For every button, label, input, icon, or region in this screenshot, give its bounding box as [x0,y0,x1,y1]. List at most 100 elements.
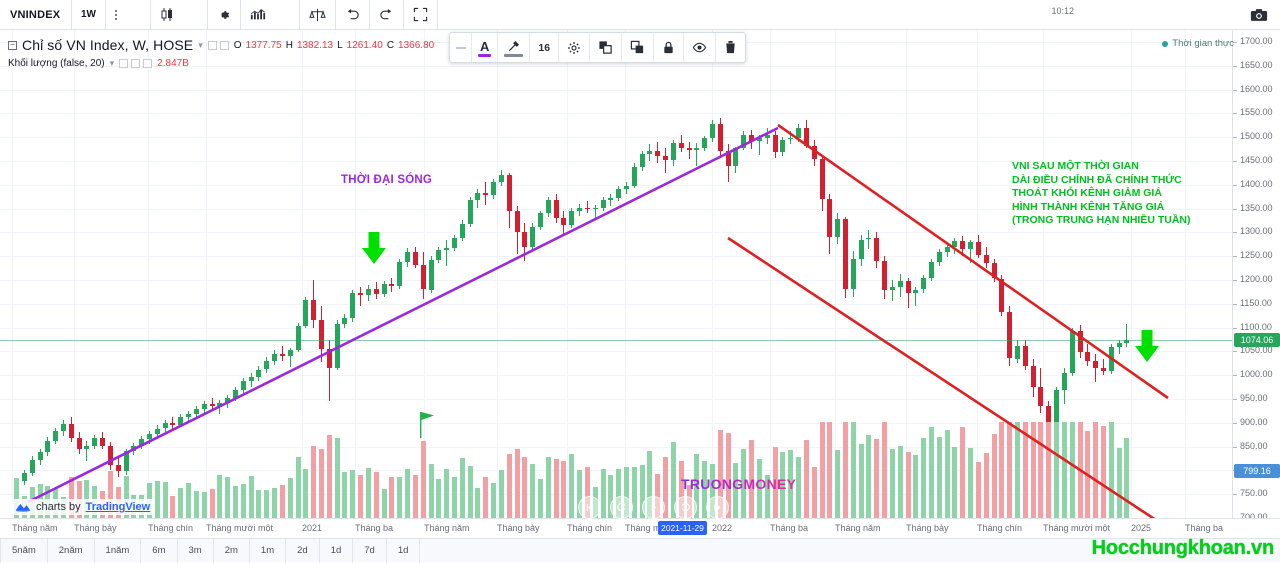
volume-bar [1054,422,1060,518]
indicators-icon[interactable] [241,0,275,30]
time-axis[interactable]: Tháng năm Tháng bảy Tháng chín Tháng mười m… [0,518,1280,538]
range-button-1d[interactable]: 1d [320,538,354,563]
candle-body [639,153,645,167]
font-size-button[interactable]: 16 [530,33,560,62]
step-back-icon[interactable] [610,496,633,519]
candle-wick [86,440,88,461]
tradingview-attribution[interactable]: charts by TradingView [10,499,156,515]
volume-bar [287,478,293,518]
step-forward-icon[interactable] [674,496,697,519]
fast-forward-icon[interactable] [706,496,729,519]
candle-body [295,326,301,351]
time-tick: Tháng ba [1185,523,1224,533]
volume-bar [1046,422,1052,518]
candle-body [201,403,207,410]
more-intervals-group[interactable] [106,0,151,30]
candle-body [217,402,223,407]
candle-body [279,353,285,357]
candle-body [350,293,356,319]
indicators-group[interactable] [241,0,300,30]
volume-bar [428,464,434,518]
chart-settings-gear-icon[interactable] [208,0,241,30]
line-color-button[interactable] [498,33,531,62]
visibility-button[interactable] [684,33,717,62]
interval-button[interactable]: 1W [72,0,106,30]
range-button-2m[interactable]: 2m [214,538,250,563]
play-icon[interactable] [642,496,665,519]
volume-bar [897,446,903,518]
range-button-3m[interactable]: 3m [178,538,214,563]
delete-button[interactable] [716,33,745,62]
range-button-1d[interactable]: 1d [387,538,421,563]
last-price-badge[interactable]: 1074.06 [1234,332,1280,347]
crosshair-date-badge[interactable]: 2021-11-29 [658,521,707,535]
legend-chevron-icon[interactable]: ▾ [198,39,203,50]
volume-bar [537,478,543,518]
volume-bar [1007,422,1013,518]
templates-button[interactable] [590,33,623,62]
range-toolbar[interactable]: 5năm 2năm 1năm 6m 3m 2m 1m 2d 1d 7d 1d [0,538,1280,563]
volume-bar [162,481,168,518]
volume-chevron-icon[interactable]: ▾ [109,57,115,68]
settings-gear-button[interactable] [559,33,591,62]
playback-controls[interactable] [578,496,729,519]
chevron-down-icon[interactable] [126,0,150,30]
volume-bar [1116,448,1122,518]
volume-settings-icon[interactable] [131,58,141,68]
drag-handle[interactable] [450,33,472,62]
candle-body [139,439,145,446]
volume-bar [944,430,950,518]
legend-visibility-icon[interactable] [207,40,217,50]
tradingview-link[interactable]: TradingView [85,501,151,513]
candle-body [233,390,238,398]
compare-icon[interactable] [300,0,336,30]
drawing-toolbar[interactable]: A 16 [449,32,747,63]
legend-settings-icon[interactable] [219,40,229,50]
grid-line [0,232,1232,234]
legend-volume-row[interactable]: Khối lượng (false, 20) ▾ 2.847B [8,54,434,72]
range-button-1năm[interactable]: 1năm [95,538,142,563]
chart-type-chevron-icon[interactable] [183,0,207,30]
legend-controls[interactable] [207,40,229,50]
camera-icon[interactable] [1238,0,1280,30]
lock-button[interactable] [654,33,685,62]
range-button-2d[interactable]: 2d [286,538,320,563]
range-button-2năm[interactable]: 2năm [48,538,95,563]
line-color-swatch [504,54,524,57]
volume-bar [217,475,223,518]
volume-bar [850,422,856,518]
volume-bar [405,469,410,518]
candle-body [287,350,293,357]
range-button-7d[interactable]: 7d [353,538,387,563]
collapse-icon[interactable]: − [8,40,17,50]
flag-marker-icon [420,412,434,438]
candle-body [483,193,489,196]
clone-button[interactable] [622,33,655,62]
undo-icon[interactable] [336,0,370,30]
legend-main-row[interactable]: − Chỉ số VN Index, W, HOSE ▾ O 1377.75 H… [8,36,434,54]
fullscreen-icon[interactable] [404,0,438,30]
chart-canvas[interactable] [0,30,1232,518]
text-color-button[interactable]: A [472,33,499,62]
more-vertical-icon[interactable] [106,0,126,30]
skip-back-icon[interactable] [578,496,601,519]
range-button-5năm[interactable]: 5năm [0,538,48,563]
redo-icon[interactable] [370,0,404,30]
watermark-hocchungkhoan: Hocchungkhoan.vn [1091,537,1275,559]
volume-remove-icon[interactable] [143,58,153,68]
crosshair-price-badge[interactable]: 799.16 [1234,463,1280,478]
candlestick-icon[interactable] [151,0,183,30]
candle-body [1030,365,1036,387]
price-axis[interactable]: 1700.00 1650.00 1600.00 1550.00 1500.00 1450.… [1232,30,1280,522]
volume-visibility-icon[interactable] [119,58,129,68]
symbol-button[interactable]: VNINDEX [0,0,72,30]
volume-bar [968,448,973,518]
indicators-chevron-icon[interactable] [275,0,299,30]
range-button-1m[interactable]: 1m [250,538,287,563]
volume-controls[interactable] [119,58,153,68]
candle-body [1093,360,1099,368]
range-button-6m[interactable]: 6m [141,538,178,563]
volume-bar [444,469,450,518]
chart-type-group[interactable] [151,0,208,30]
volume-bar [303,468,309,518]
